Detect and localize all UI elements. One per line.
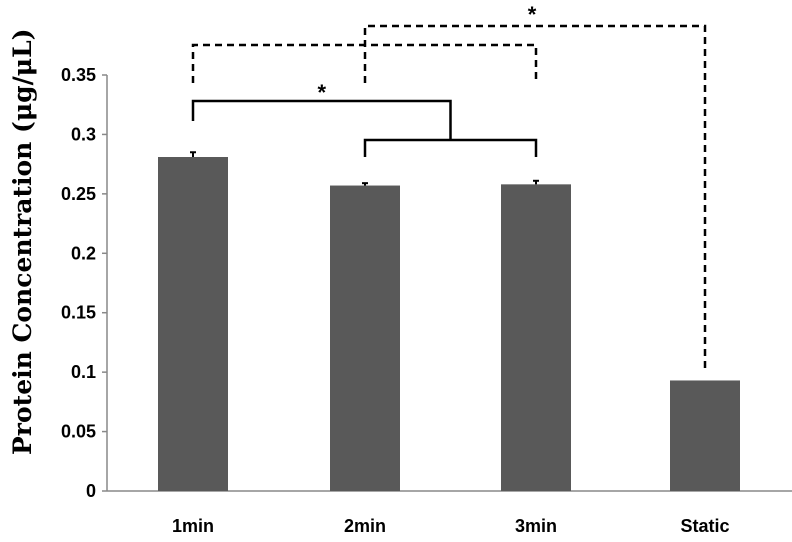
bars: 1min 2min 3min Static [158,151,740,536]
y-tick-label: 0.3 [71,124,96,144]
bar [330,185,400,491]
y-tick-label: 0.35 [61,65,96,85]
bracket-group-vs-static [363,24,707,373]
x-tick-label: 3min [515,516,557,536]
y-tick-label: 0 [86,481,96,501]
significance-brackets: ** [191,2,707,373]
x-tick-label: Static [680,516,729,536]
y-tick-label: 0.15 [61,303,96,323]
bar [501,184,571,491]
significance-star: * [317,80,326,105]
y-axis-label: Protein Concentration (μg/μL) [8,28,37,456]
x-tick-label: 1min [172,516,214,536]
bracket-2min-3min [363,138,538,157]
y-tick-label: 0.05 [61,422,96,442]
y-tick-label: 0.2 [71,243,96,263]
y-tick-label: 0.25 [61,184,96,204]
y-tick-label: 0.1 [71,362,96,382]
significance-star: * [528,2,537,27]
bracket-1min-vs-group [191,99,452,140]
x-tick-label: 2min [344,516,386,536]
bar [670,380,740,491]
bar [158,157,228,492]
